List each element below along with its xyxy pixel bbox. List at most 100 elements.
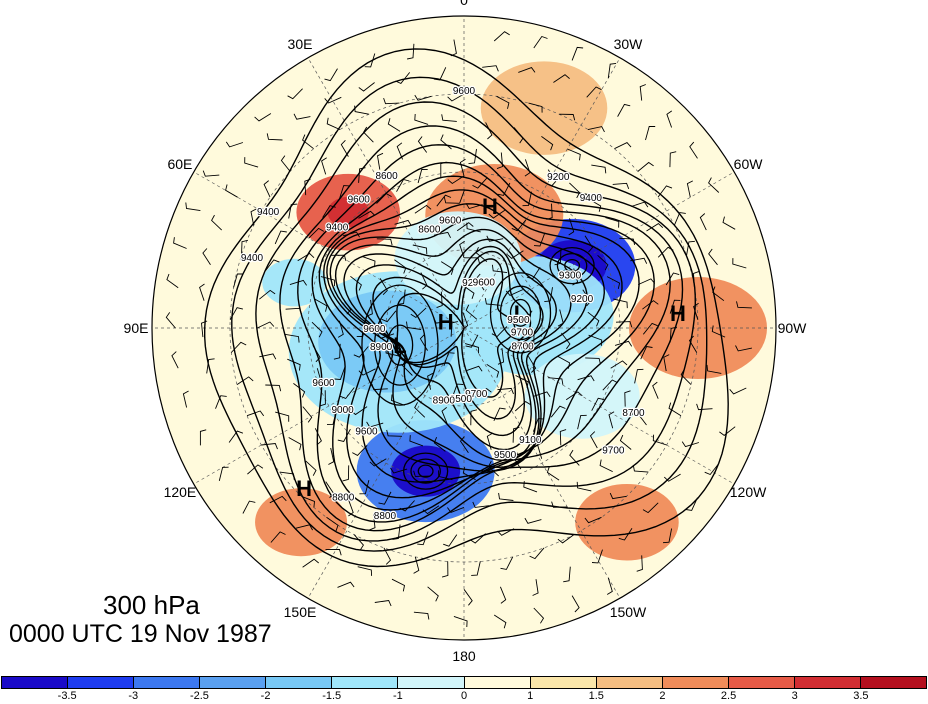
wind-barb <box>440 134 452 150</box>
colorbar <box>1 676 927 689</box>
wind-barb <box>314 298 328 312</box>
wind-barb <box>464 257 481 264</box>
wind-barb <box>441 114 457 122</box>
colorbar-cell <box>464 677 531 688</box>
wind-barb <box>440 161 447 178</box>
wind-barb <box>547 169 557 187</box>
wind-barb <box>475 388 492 398</box>
closed-contour <box>386 324 414 366</box>
wind-barb <box>414 402 426 418</box>
wind-barb <box>637 408 647 426</box>
colorbar-cell <box>332 677 399 688</box>
wind-barb <box>366 421 384 428</box>
colorbar-label: 2 <box>659 690 666 702</box>
wind-barb <box>289 279 307 286</box>
closed-contour <box>373 304 426 386</box>
wind-barb <box>325 549 342 556</box>
wind-barb <box>358 167 366 183</box>
longitude-label: 30E <box>288 36 313 52</box>
wind-barb <box>523 481 538 493</box>
contour-value-labels: 9600 9600 9500 9400 9700 9200 8900 8700 8600 8800… <box>240 85 647 523</box>
wind-barb <box>557 309 564 327</box>
wind-barb <box>470 409 478 426</box>
wind-barb <box>311 321 323 338</box>
high-center-label: H <box>482 194 498 219</box>
wind-barb <box>266 133 283 141</box>
wind-barb <box>330 254 347 262</box>
wind-barb <box>440 261 454 275</box>
meridian-line <box>463 327 735 485</box>
wind-barb <box>524 159 531 177</box>
wind-barbs <box>165 31 752 629</box>
wind-barb <box>363 126 374 143</box>
contour-value-label: 9500 <box>507 315 530 326</box>
wind-barb <box>663 473 681 482</box>
colorbar-label: 3.5 <box>853 690 869 702</box>
wind-barb <box>553 74 570 83</box>
wind-barb <box>704 463 720 476</box>
wind-barb <box>464 343 479 354</box>
contour-value-label: 8900 <box>370 342 393 353</box>
wind-barb <box>328 447 335 465</box>
wind-barb <box>607 62 617 79</box>
closed-contour <box>417 464 434 478</box>
wind-barb <box>614 340 633 347</box>
colorbar-label: -1.5 <box>322 690 342 702</box>
wind-barb <box>356 322 368 337</box>
wind-barb <box>297 252 315 262</box>
map-disk <box>152 16 776 640</box>
closed-contour <box>402 452 449 490</box>
contour-value-label: 9600 <box>473 278 496 289</box>
wind-barb <box>491 326 508 338</box>
wind-barb <box>615 321 633 328</box>
wind-barb <box>229 307 244 321</box>
contour-value-label: 9100 <box>519 435 542 446</box>
wind-barb <box>699 213 707 231</box>
wind-barb <box>414 94 432 101</box>
colorbar-cell <box>662 677 729 688</box>
wind-barb <box>337 428 351 443</box>
wind-barb <box>302 134 314 150</box>
wind-barb <box>708 248 718 266</box>
wind-barb <box>665 272 680 286</box>
wind-barb <box>324 96 342 104</box>
wind-barb <box>347 499 354 517</box>
wind-barb <box>518 310 533 324</box>
wind-barb <box>486 235 504 242</box>
wind-barb <box>364 53 376 68</box>
anomaly-region <box>394 211 522 305</box>
wind-barb <box>532 579 539 596</box>
meridian-line <box>463 327 621 599</box>
wind-barb <box>378 491 392 505</box>
wind-barb <box>689 141 698 159</box>
wind-barb <box>171 351 179 369</box>
wind-barb <box>242 500 256 514</box>
wind-barb <box>339 387 355 400</box>
wind-barb <box>202 248 211 266</box>
wind-barb <box>522 191 532 207</box>
wind-barb <box>314 428 322 446</box>
contour-value-label: 8600 <box>418 225 441 236</box>
wind-barb <box>619 237 636 245</box>
contour-value-label: 9000 <box>331 405 354 416</box>
wind-barb <box>465 334 479 348</box>
wind-barb <box>406 321 422 330</box>
wind-barb <box>681 441 700 448</box>
wind-barb <box>546 466 560 481</box>
wind-barb <box>265 384 282 392</box>
wind-barb <box>433 317 451 324</box>
longitude-label: 90E <box>124 320 149 336</box>
wind-barb <box>551 501 568 508</box>
wind-barb <box>693 270 700 288</box>
wind-barb <box>505 289 523 296</box>
high-center-label: H <box>670 301 686 326</box>
wind-barb <box>609 492 627 500</box>
wind-barb <box>287 88 303 100</box>
contour-line <box>329 216 588 469</box>
contour-value-label: 9600 <box>312 378 335 389</box>
contour-value-label: 9400 <box>580 193 603 204</box>
wind-barb <box>680 369 692 385</box>
wind-barb <box>264 259 280 272</box>
wind-barb <box>652 434 667 446</box>
colorbar-cell <box>794 677 862 688</box>
